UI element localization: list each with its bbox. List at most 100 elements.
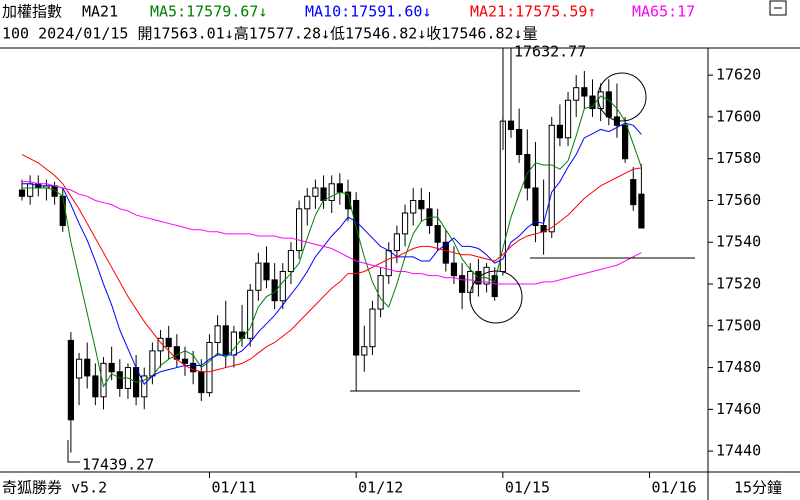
candle-body xyxy=(589,95,596,110)
legend-entry: MA5:17579.67↓ xyxy=(150,3,267,21)
y-tick-label: 17580 xyxy=(716,149,761,167)
candle-body xyxy=(581,87,588,97)
low-label: 17439.27 xyxy=(82,456,154,474)
candle-body xyxy=(247,289,254,339)
ma-line xyxy=(22,122,642,386)
candle-body xyxy=(605,91,612,118)
candle-body xyxy=(230,331,238,356)
y-tick-label: 17480 xyxy=(716,358,761,376)
x-tick-label: 01/15 xyxy=(505,479,550,497)
candle-body xyxy=(573,87,580,101)
candle-body xyxy=(190,362,197,373)
x-tick-label: 01/12 xyxy=(358,479,403,497)
highlight-circle xyxy=(597,72,647,122)
ma-line xyxy=(22,95,642,388)
candle-body xyxy=(181,358,189,364)
candle-body xyxy=(75,358,83,379)
candle-body xyxy=(271,279,278,302)
candle-body xyxy=(459,275,466,293)
candle-body xyxy=(385,250,392,277)
candle-body xyxy=(556,124,563,139)
indicator-label: MA21 xyxy=(82,3,118,21)
candle-body xyxy=(296,208,303,252)
candle-body xyxy=(483,266,490,285)
candle-body xyxy=(320,187,327,201)
candle-body xyxy=(516,128,523,156)
candle-body xyxy=(491,275,498,298)
leader-line xyxy=(67,440,80,463)
candle-body xyxy=(336,183,343,193)
candle-body xyxy=(393,233,400,252)
y-tick-label: 17460 xyxy=(716,400,761,418)
chart-title: 加權指數 xyxy=(2,3,62,21)
candle-body xyxy=(638,193,645,229)
candle-body xyxy=(100,362,107,398)
candle-body xyxy=(377,275,384,310)
candle-body xyxy=(418,199,425,210)
candle-body xyxy=(564,99,572,139)
candle-body xyxy=(450,262,458,277)
candle-body xyxy=(198,371,205,394)
x-tick-label: 01/16 xyxy=(652,479,697,497)
candle-body xyxy=(206,342,213,394)
candle-body xyxy=(524,154,531,189)
y-tick-label: 17440 xyxy=(716,442,761,460)
candle-body xyxy=(263,262,270,281)
candle-body xyxy=(597,91,604,110)
candle-body xyxy=(279,270,286,302)
candle-body xyxy=(222,325,229,356)
candle-body xyxy=(287,250,295,272)
bar-info: 100 2024/01/15 開17563.01↓高17577.28↓低1754… xyxy=(2,25,538,43)
candle-body xyxy=(507,120,515,130)
candle-body xyxy=(312,187,319,197)
candle-body xyxy=(149,350,156,377)
y-tick-label: 17620 xyxy=(716,66,761,84)
candle-body xyxy=(328,183,335,201)
ma-line xyxy=(22,181,642,285)
footer: 奇狐勝券 v5.2 xyxy=(2,479,107,497)
window-button[interactable] xyxy=(769,0,787,16)
candle-body xyxy=(532,187,539,227)
leader-line xyxy=(502,47,512,150)
x-unit: 15分鐘 xyxy=(734,479,782,497)
candle-body xyxy=(141,375,148,398)
candle-body xyxy=(344,191,352,210)
y-tick-label: 17500 xyxy=(716,316,761,334)
candle-body xyxy=(630,179,637,206)
legend-entry: MA65:17 xyxy=(632,3,695,21)
y-tick-label: 17540 xyxy=(716,233,761,251)
candle-body xyxy=(214,325,221,344)
candle-body xyxy=(467,270,474,293)
candle-body xyxy=(353,199,360,356)
plot-area xyxy=(18,48,645,453)
candle-body xyxy=(18,189,26,197)
legend-entry: MA21:17575.59↑ xyxy=(470,3,596,21)
ma-line xyxy=(21,154,642,373)
candle-body xyxy=(361,346,368,356)
candle-body xyxy=(442,241,449,264)
legend-entry: MA10:17591.60↓ xyxy=(305,3,431,21)
candle-body xyxy=(67,339,75,421)
y-tick-label: 17560 xyxy=(716,191,761,209)
candle-body xyxy=(622,124,629,160)
candle-body xyxy=(548,124,555,233)
candle-body xyxy=(92,375,99,398)
candle-body xyxy=(108,362,115,373)
candle-body xyxy=(369,308,376,348)
x-tick-label: 01/11 xyxy=(211,479,256,497)
highlight-circle xyxy=(469,270,523,324)
candle-body xyxy=(401,212,409,235)
candle-body xyxy=(255,262,262,291)
y-tick-label: 17600 xyxy=(716,107,761,125)
candle-body xyxy=(165,337,172,348)
y-tick-label: 17520 xyxy=(716,275,761,293)
candle-body xyxy=(27,183,34,197)
candle-body xyxy=(410,199,417,214)
high-label: 17632.77 xyxy=(514,43,586,61)
candle-body xyxy=(434,225,441,243)
candle-body xyxy=(116,371,123,389)
candle-body xyxy=(84,358,91,377)
